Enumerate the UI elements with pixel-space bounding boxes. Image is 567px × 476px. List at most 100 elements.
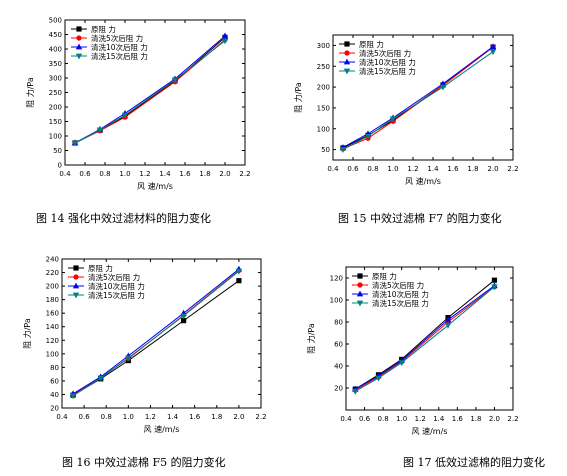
y-tick-label: 50 bbox=[53, 147, 62, 155]
figure-15-caption: 图 15 中效过滤棉 F7 的阻力变化 bbox=[338, 212, 502, 225]
legend-label: 清洗15次后阻 力 bbox=[359, 66, 416, 76]
x-tick-label: 1.8 bbox=[199, 170, 210, 178]
chart-16-svg: 0.4 0.6 0.8 1.0 1.2 1.4 1.6 1.8 2.0 2.2 20 40 60 80 10… bbox=[22, 256, 267, 435]
x-tick-label: 1.0 bbox=[387, 165, 398, 173]
x-tick-label: 1.2 bbox=[415, 415, 426, 423]
legend-label: 清洗5次后阻 力 bbox=[359, 48, 411, 58]
data-point bbox=[69, 393, 77, 400]
legend-marker bbox=[72, 292, 80, 299]
x-tick-label: 2.2 bbox=[507, 165, 518, 173]
figure-16-caption: 图 16 中效过滤棉 F5 的阻力变化 bbox=[62, 456, 226, 469]
x-tick-label: 1.0 bbox=[119, 170, 130, 178]
x-tick-label: 0.8 bbox=[101, 413, 112, 421]
data-point bbox=[352, 388, 359, 395]
legend-label: 清洗10次后阻 力 bbox=[372, 289, 429, 299]
x-tick-label: 2.0 bbox=[233, 413, 244, 421]
plot-frame bbox=[345, 266, 514, 411]
x-tick-label: 2.2 bbox=[507, 415, 518, 423]
x-tick-label: 0.4 bbox=[59, 170, 71, 178]
y-axis-label: 阻 力/Pa bbox=[306, 323, 316, 354]
y-tick-label: 100 bbox=[46, 350, 59, 358]
x-tick-label: 0.8 bbox=[378, 415, 389, 423]
x-tick-label: 1.6 bbox=[179, 170, 191, 178]
x-tick-label: 1.8 bbox=[467, 165, 478, 173]
x-tick-label: 1.2 bbox=[407, 165, 418, 173]
series-4 bbox=[352, 284, 498, 395]
x-tick-label: 2.0 bbox=[489, 415, 500, 423]
figure-17-caption: 图 17 低效过滤棉的阻力变化 bbox=[403, 456, 545, 469]
x-axis-label: 风 速/m/s bbox=[137, 182, 173, 191]
figure-14-caption: 图 14 强化中效过滤材料的阻力变化 bbox=[36, 212, 211, 225]
y-tick-label: 500 bbox=[49, 17, 62, 25]
x-tick-label: 1.0 bbox=[396, 415, 407, 423]
data-point bbox=[235, 268, 243, 275]
x-tick-label: 1.4 bbox=[167, 413, 179, 421]
legend-marker bbox=[73, 274, 79, 280]
legend-marker bbox=[357, 282, 363, 288]
x-tick-label: 0.6 bbox=[79, 170, 91, 178]
x-tick-label: 0.6 bbox=[79, 413, 91, 421]
legend-label: 清洗15次后阻 力 bbox=[91, 51, 148, 61]
data-point bbox=[221, 38, 229, 45]
y-tick-label: 200 bbox=[317, 84, 330, 92]
x-tick-label: 0.4 bbox=[327, 165, 339, 173]
y-tick-label: 40 bbox=[50, 391, 59, 399]
legend-label: 清洗5次后阻 力 bbox=[372, 280, 424, 290]
x-tick-label: 2.2 bbox=[239, 170, 250, 178]
legend-marker bbox=[76, 35, 82, 41]
data-point bbox=[375, 375, 382, 382]
legend-label: 清洗5次后阻 力 bbox=[88, 272, 140, 282]
chart-panel-17: 0.4 0.6 0.8 1.0 1.2 1.4 1.6 1.8 2.0 2.2 20 40 60 80 10… bbox=[283, 238, 567, 476]
data-point bbox=[439, 84, 447, 91]
legend-marker bbox=[75, 43, 83, 50]
y-axis-label: 阻 力/Pa bbox=[293, 82, 303, 113]
legend-label: 清洗10次后阻 力 bbox=[91, 42, 148, 52]
plot-frame bbox=[61, 258, 262, 409]
data-point bbox=[444, 316, 452, 323]
legend-label: 清洗15次后阻 力 bbox=[372, 298, 429, 308]
legend-marker bbox=[357, 273, 363, 279]
y-tick-label: 80 bbox=[334, 319, 343, 327]
y-tick-label: 400 bbox=[49, 46, 62, 54]
x-tick-label: 2.2 bbox=[255, 413, 266, 421]
x-axis-label: 风 速/m/s bbox=[405, 177, 441, 186]
y-tick-label: 0 bbox=[58, 162, 62, 170]
series-4 bbox=[69, 268, 243, 400]
y-tick-label: 40 bbox=[334, 363, 343, 371]
data-point bbox=[221, 32, 229, 39]
y-tick-label: 220 bbox=[46, 269, 59, 277]
y-tick-label: 180 bbox=[46, 296, 59, 304]
y-tick-label: 50 bbox=[321, 146, 330, 154]
legend-label: 原阻 力 bbox=[359, 39, 384, 49]
x-tick-label: 1.6 bbox=[452, 415, 464, 423]
data-point bbox=[181, 318, 187, 324]
y-tick-label: 80 bbox=[50, 364, 59, 372]
x-tick-label: 0.4 bbox=[56, 413, 68, 421]
y-tick-label: 150 bbox=[49, 118, 62, 126]
data-point bbox=[171, 77, 179, 84]
x-tick-label: 1.0 bbox=[123, 413, 134, 421]
x-tick-label: 1.8 bbox=[470, 415, 481, 423]
y-tick-label: 100 bbox=[317, 125, 330, 133]
x-tick-label: 1.8 bbox=[211, 413, 222, 421]
x-tick-label: 1.2 bbox=[145, 413, 156, 421]
x-tick-label: 1.2 bbox=[139, 170, 150, 178]
y-tick-label: 200 bbox=[46, 283, 59, 291]
chart-14-svg: 0.4 0.6 0.8 1.0 1.2 1.4 1.6 1.8 2.0 2.2 0 50 100 150 2… bbox=[25, 17, 251, 192]
x-tick-label: 1.6 bbox=[447, 165, 459, 173]
x-tick-label: 1.4 bbox=[427, 165, 439, 173]
series-4 bbox=[71, 38, 229, 147]
y-tick-label: 120 bbox=[330, 275, 343, 283]
x-tick-label: 0.8 bbox=[367, 165, 378, 173]
chart-panel-15: 0.4 0.6 0.8 1.0 1.2 1.4 1.6 1.8 2.0 2.2 50 100 150 20… bbox=[283, 0, 567, 238]
data-point bbox=[180, 313, 187, 320]
y-tick-label: 140 bbox=[46, 323, 59, 331]
x-axis-label: 风 速/m/s bbox=[412, 427, 448, 436]
y-axis-label: 阻 力/Pa bbox=[25, 77, 35, 108]
chart-panel-16: 0.4 0.6 0.8 1.0 1.2 1.4 1.6 1.8 2.0 2.2 20 40 60 80 10… bbox=[0, 238, 283, 476]
legend-marker bbox=[356, 290, 364, 297]
data-point bbox=[339, 147, 347, 153]
legend-marker bbox=[76, 26, 82, 32]
y-tick-label: 200 bbox=[49, 104, 62, 112]
y-tick-label: 60 bbox=[50, 377, 59, 385]
